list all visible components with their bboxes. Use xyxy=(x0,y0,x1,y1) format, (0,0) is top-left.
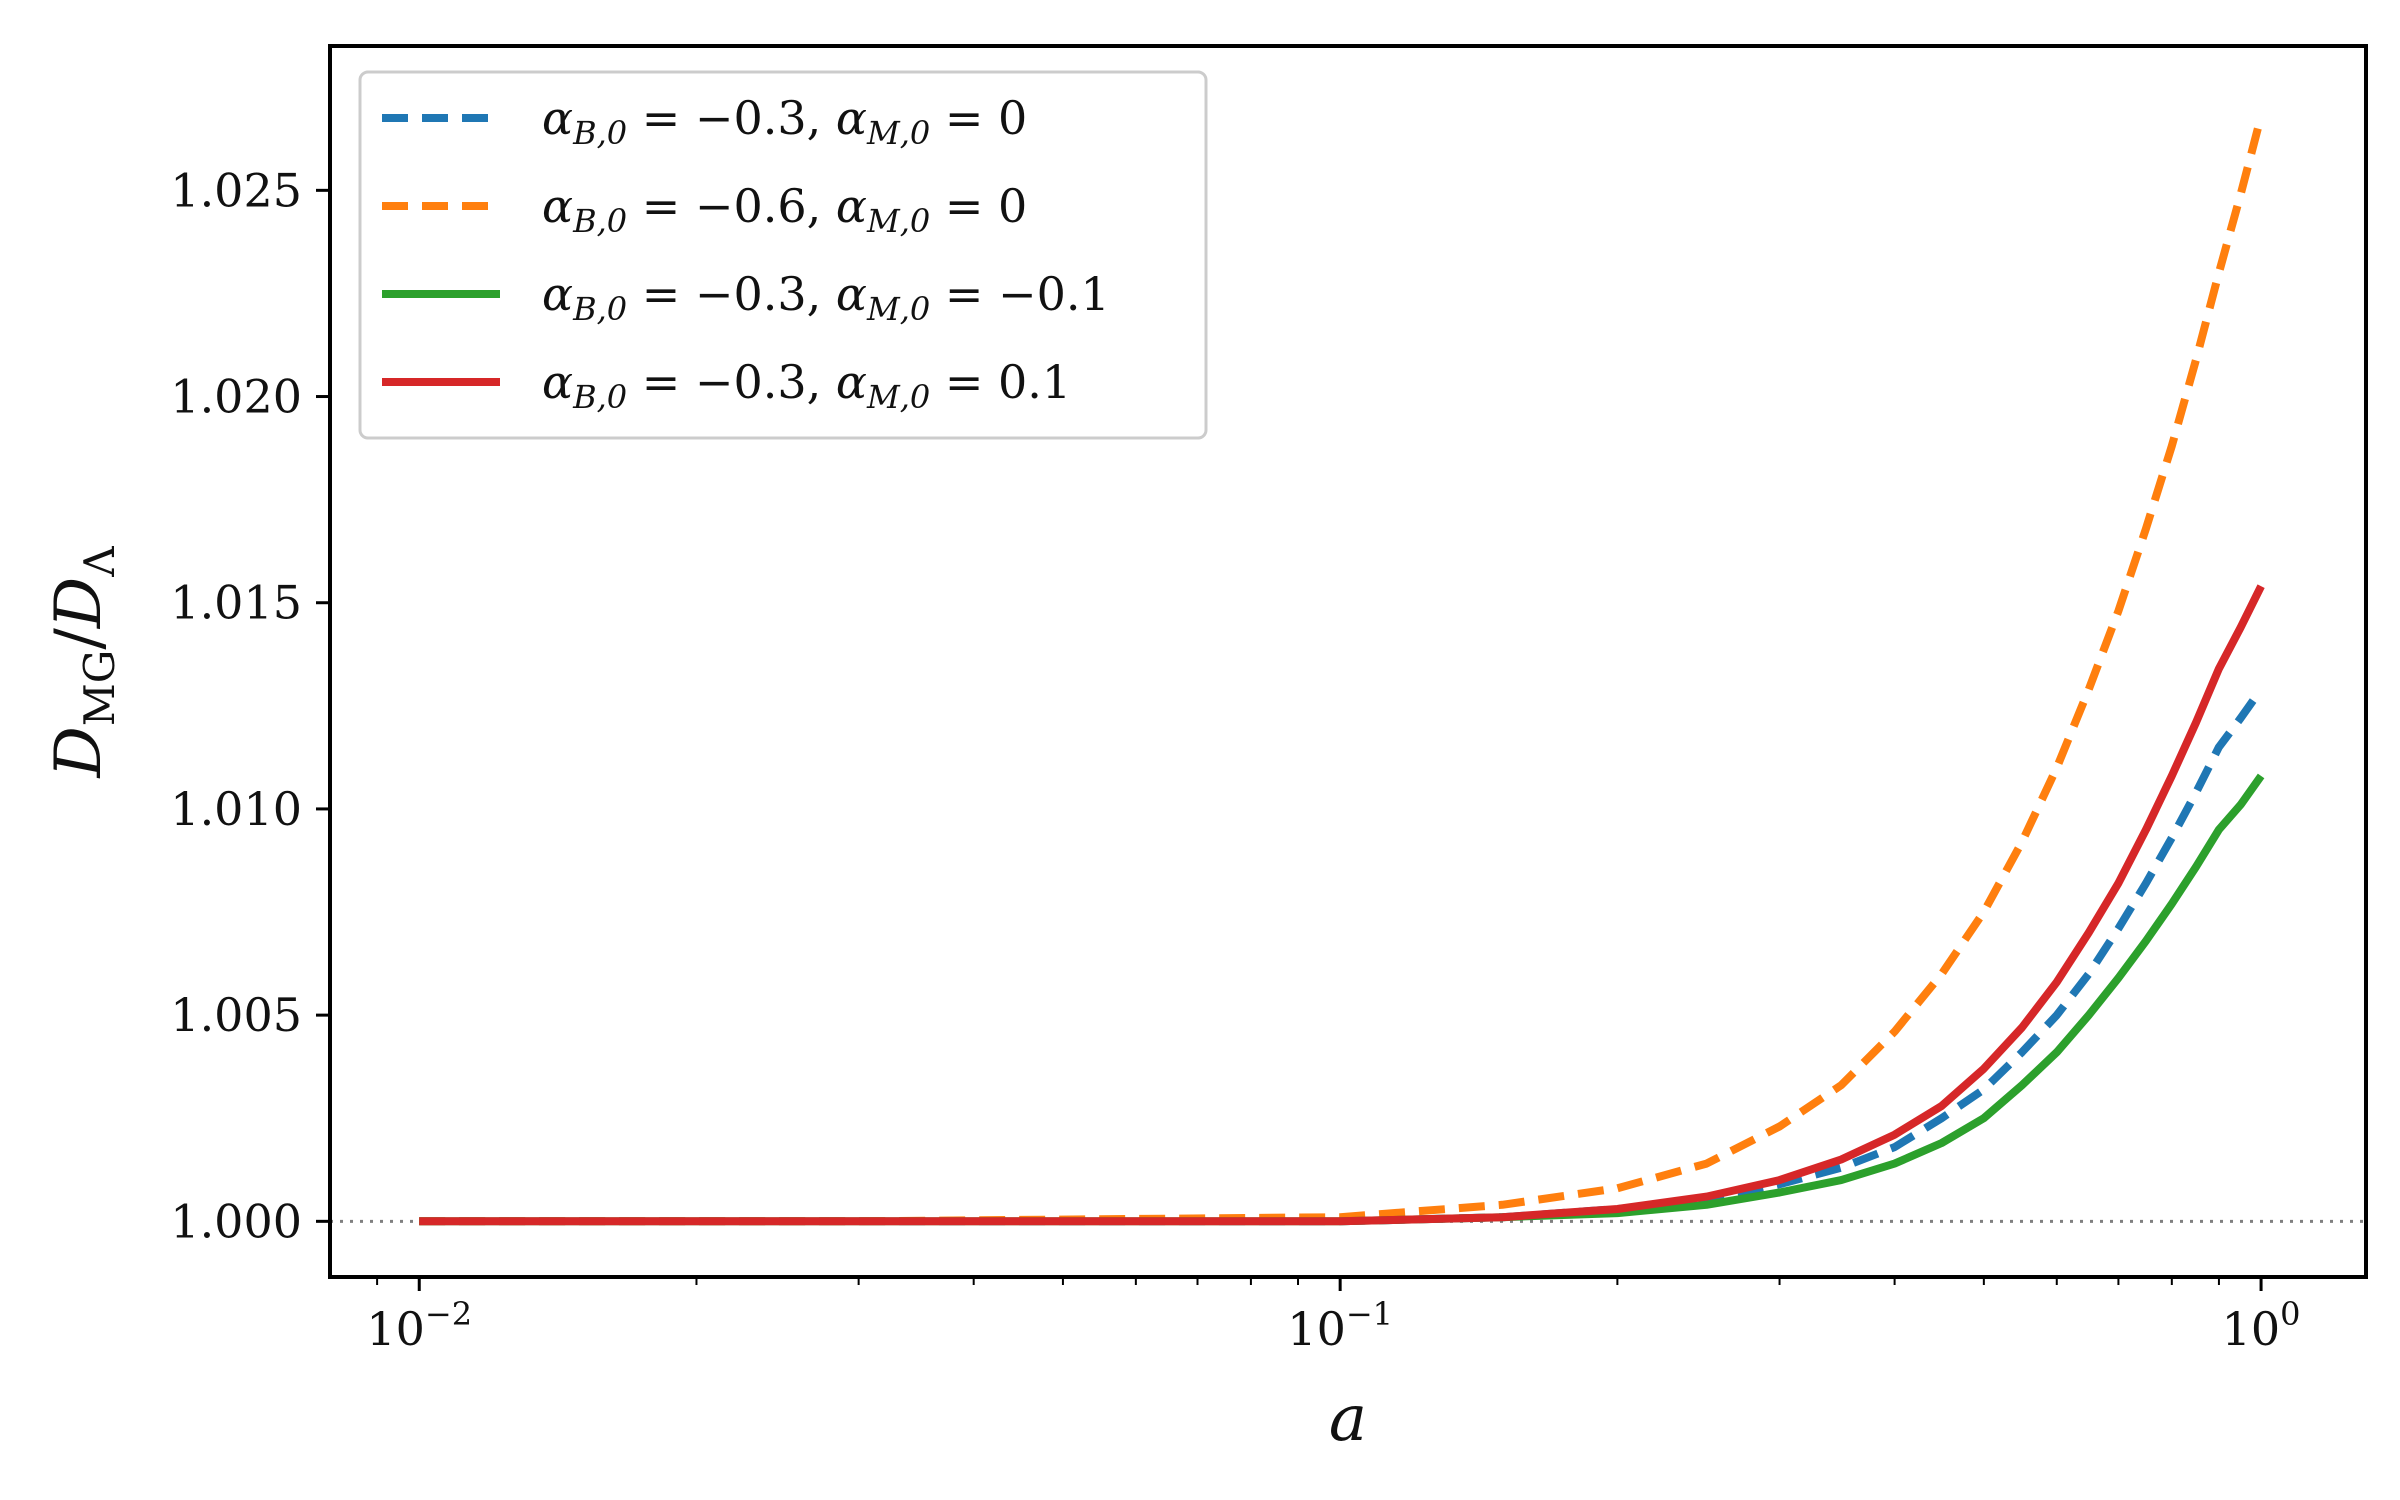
legend-label-1: αB,0 = −0.3, αM,0 = 0 xyxy=(542,91,1027,152)
x-axis-label: a xyxy=(1329,1382,1367,1456)
legend-items: αB,0 = −0.3, αM,0 = 0 αB,0 = −0.6, αM,0 =… xyxy=(382,91,1110,416)
x-axis: 10−2 10−1 100 xyxy=(366,1277,2301,1356)
legend-label-3: αB,0 = −0.3, αM,0 = −0.1 xyxy=(542,267,1110,328)
x-tick-label-3: 100 xyxy=(2222,1295,2301,1356)
y-label-sub: MG xyxy=(75,650,124,727)
y-label-sub2: Λ xyxy=(75,546,124,578)
y-label-slash: / xyxy=(42,628,116,650)
y-tick-label-5: 1.020 xyxy=(170,370,302,424)
plot-frame xyxy=(328,44,2368,1279)
y-label-main2: D xyxy=(42,577,116,629)
x-tick-label-2: 10−1 xyxy=(1287,1295,1393,1356)
legend-label-4: αB,0 = −0.3, αM,0 = 0.1 xyxy=(542,355,1071,416)
y-tick-label-6: 1.025 xyxy=(170,163,302,217)
svg-text:DMG/DΛ: DMG/DΛ xyxy=(42,546,124,779)
y-tick-label-1: 1.000 xyxy=(170,1194,302,1248)
legend-frame xyxy=(358,70,1208,440)
y-axis-label: DMG/DΛ xyxy=(42,546,124,779)
y-axis: 1.000 1.005 1.010 1.015 1.020 1.025 xyxy=(170,163,330,1248)
series-line-2 xyxy=(419,115,2265,1226)
legend: αB,0 = −0.3, αM,0 = 0 αB,0 = −0.6, αM,0 =… xyxy=(358,70,1208,440)
series-line-4 xyxy=(419,584,2265,1226)
y-tick-label-3: 1.010 xyxy=(170,782,302,836)
series-layer xyxy=(419,115,2265,1226)
legend-label-2: αB,0 = −0.6, αM,0 = 0 xyxy=(542,179,1027,240)
x-tick-label-1: 10−2 xyxy=(366,1295,472,1356)
y-label-main: D xyxy=(42,726,116,778)
y-tick-label-2: 1.005 xyxy=(170,988,302,1042)
y-tick-label-4: 1.015 xyxy=(170,576,302,630)
